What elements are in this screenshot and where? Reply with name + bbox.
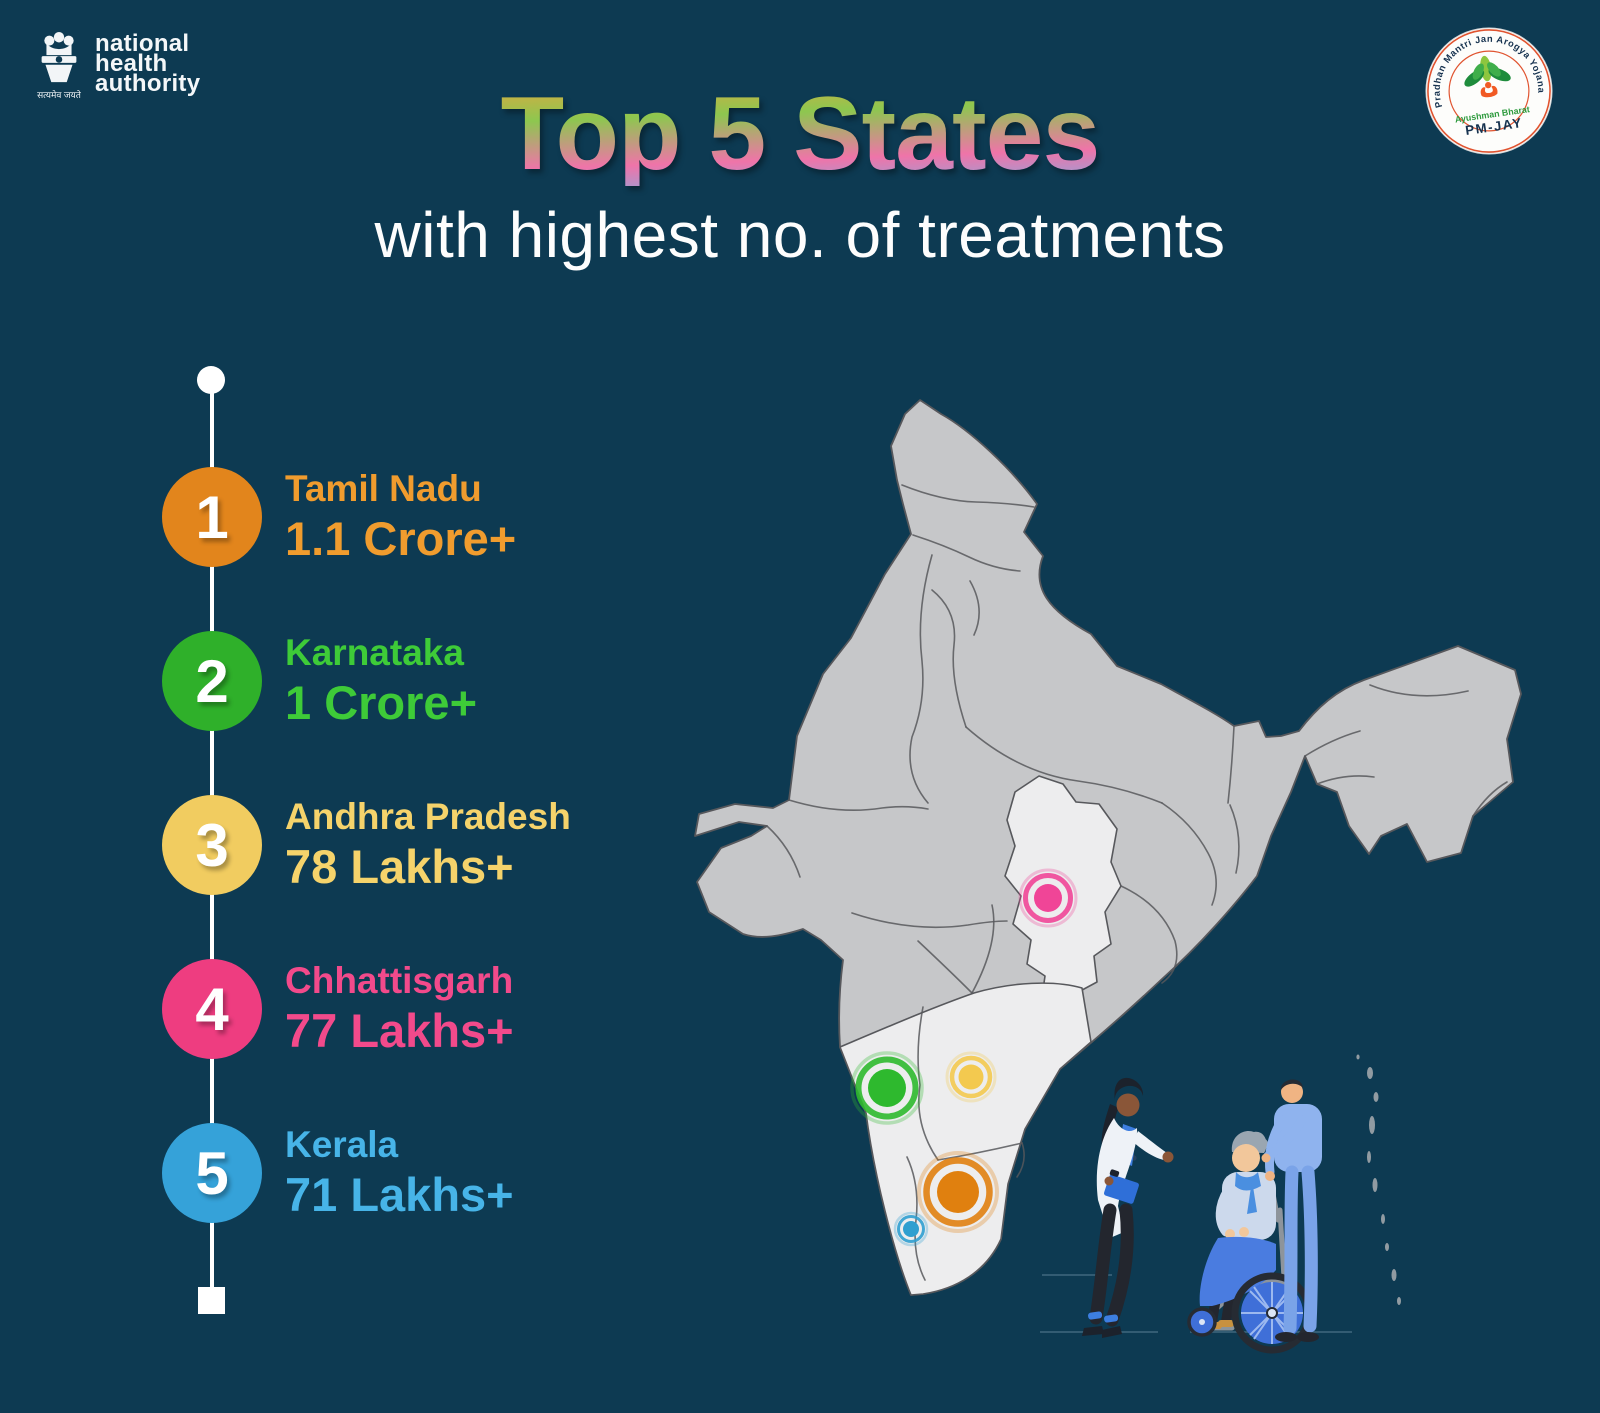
- rank-item-andhra-pradesh: 3 Andhra Pradesh 78 Lakhs+: [162, 795, 571, 895]
- rank-badge-2: 2: [162, 631, 262, 731]
- marker-karnataka: [850, 1051, 924, 1125]
- rank-number-1: 1: [195, 483, 229, 551]
- state-name-5: Kerala: [285, 1124, 399, 1166]
- rank-text-1: Tamil Nadu 1.1 Crore+: [285, 468, 517, 566]
- state-value-1: 1.1 Crore+: [285, 512, 517, 566]
- nha-wordmark: national health authority: [95, 30, 200, 96]
- rank-text-2: Karnataka 1 Crore+: [285, 632, 478, 730]
- rank-badge-5: 5: [162, 1123, 262, 1223]
- marker-andhra-pradesh: [945, 1051, 997, 1103]
- rank-number-5: 5: [195, 1139, 229, 1207]
- nha-word-2: health: [95, 50, 168, 77]
- caretaker: [1261, 1079, 1322, 1342]
- state-name-2: Karnataka: [285, 632, 464, 674]
- rank-item-karnataka: 2 Karnataka 1 Crore+: [162, 631, 477, 731]
- state-name-4: Chhattisgarh: [285, 960, 514, 1002]
- rank-item-chhattisgarh: 4 Chhattisgarh 77 Lakhs+: [162, 959, 514, 1059]
- rank-item-tamil-nadu: 1 Tamil Nadu 1.1 Crore+: [162, 467, 516, 567]
- india-map: [694, 399, 1522, 1305]
- marker-tamil-nadu: [917, 1151, 999, 1233]
- andaman-islands: [1356, 1054, 1401, 1305]
- elderly-patient: [1199, 1130, 1276, 1329]
- page-title: Top 5 States: [0, 82, 1600, 186]
- page-subtitle: with highest no. of treatments: [374, 199, 1226, 271]
- marker-chhattisgarh: [1018, 868, 1078, 928]
- rank-number-2: 2: [195, 647, 229, 715]
- nha-word-3: authority: [95, 72, 200, 96]
- nha-emblem-column: सत्यमेव जयते: [36, 30, 82, 101]
- state-value-4: 77 Lakhs+: [285, 1004, 514, 1058]
- state-borders: [766, 484, 1508, 1281]
- state-value-5: 71 Lakhs+: [285, 1168, 514, 1222]
- nha-logo: सत्यमेव जयते national health authority: [36, 30, 200, 101]
- state-value-2: 1 Crore+: [285, 676, 478, 730]
- rank-number-3: 3: [195, 811, 229, 879]
- pmjay-logo: Pradhan Mantri Jan Arogya Yojana Ayushma…: [1424, 26, 1553, 155]
- rank-badge-3: 3: [162, 795, 262, 895]
- timeline-end-square: [198, 1287, 225, 1314]
- state-value-3: 78 Lakhs+: [285, 840, 514, 894]
- rank-text-3: Andhra Pradesh 78 Lakhs+: [285, 796, 571, 894]
- nha-word-1: national: [95, 30, 190, 57]
- pmjay-leaf-lotus-icon: [1464, 55, 1511, 98]
- rank-badge-4: 4: [162, 959, 262, 1059]
- ashoka-emblem-icon: [41, 32, 77, 83]
- state-name-1: Tamil Nadu: [285, 468, 482, 510]
- rank-number-4: 4: [195, 975, 229, 1043]
- nha-motto: सत्यमेव जयते: [37, 88, 81, 101]
- rank-item-kerala: 5 Kerala 71 Lakhs+: [162, 1123, 514, 1223]
- rank-text-5: Kerala 71 Lakhs+: [285, 1124, 514, 1222]
- rank-text-4: Chhattisgarh 77 Lakhs+: [285, 960, 514, 1058]
- healthcare-illustration: [1040, 1077, 1352, 1354]
- timeline-start-dot: [197, 366, 225, 394]
- marker-kerala: [893, 1211, 929, 1247]
- state-name-3: Andhra Pradesh: [285, 796, 571, 838]
- highlighted-state-chhattisgarh: [1004, 775, 1122, 1017]
- rank-badge-1: 1: [162, 467, 262, 567]
- doctor: [1082, 1077, 1174, 1338]
